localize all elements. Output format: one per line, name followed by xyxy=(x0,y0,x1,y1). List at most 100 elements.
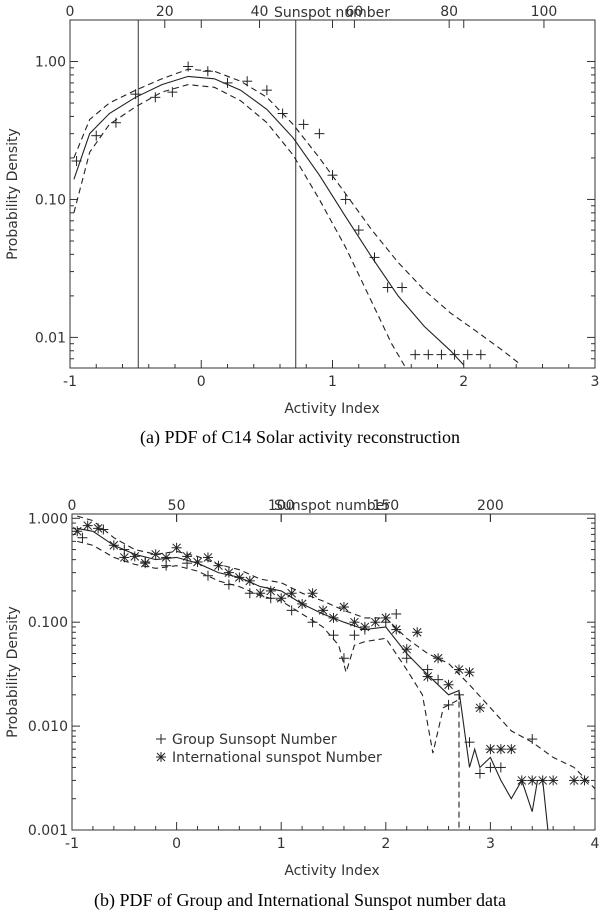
panel-a-toptick-label: 20 xyxy=(156,4,174,20)
panel-b-star-marker xyxy=(150,549,161,560)
panel-b-plus-marker xyxy=(286,605,297,616)
marker-d2 xyxy=(412,627,422,637)
panel-b-star-marker xyxy=(82,520,93,531)
panel-b-star-marker xyxy=(527,775,538,786)
panel-b-star-marker xyxy=(213,560,224,571)
panel-a-frame xyxy=(69,19,596,369)
panel-b-plus-marker xyxy=(349,630,360,641)
marker-d2 xyxy=(329,613,338,623)
panel-a-xlabel: Activity Index xyxy=(284,401,379,417)
panel-a-plus-marker xyxy=(314,128,325,139)
legend-marker-star xyxy=(156,752,166,762)
panel-b-xtick-label: 2 xyxy=(381,836,390,852)
panel-a-ticks: -1 0 1 2 3 0.01 0.10 1.00 0 20 40 60 80 100 xyxy=(35,4,600,390)
panel-b-star-marker xyxy=(359,621,370,632)
panel-b-toptick-label: 50 xyxy=(168,498,186,514)
panel-b-ytick-label: 0.100 xyxy=(28,615,68,631)
panel-b-line-upper xyxy=(77,515,595,790)
marker-d2 xyxy=(308,588,317,598)
panel-b-ytick-label: 0.001 xyxy=(28,823,68,839)
panel-b-plus-marker xyxy=(328,630,339,641)
panel-b-star-marker xyxy=(297,598,308,609)
panel-b-star-marker xyxy=(495,744,506,755)
panel-b-star-marker xyxy=(202,552,213,563)
panel-b-star-marker xyxy=(516,775,527,786)
panel-b-star-marker xyxy=(548,775,559,786)
panel-a-plus-marker xyxy=(277,108,288,119)
panel-b-plus-marker xyxy=(401,653,412,664)
panel-b-plus-marker xyxy=(338,653,349,664)
legend-star-d2 xyxy=(156,752,166,762)
marker-d2 xyxy=(83,521,93,530)
panel-a-xtick-label: 2 xyxy=(459,374,468,390)
marker-d2 xyxy=(182,552,192,561)
panel-b-xtick-label: 0 xyxy=(172,836,181,852)
panel-b-plus-marker xyxy=(454,689,465,700)
panel-b-ytick-label: 1.000 xyxy=(28,511,68,527)
panel-b-star-marker xyxy=(412,627,423,638)
panel-a-plus-marker xyxy=(382,282,393,293)
marker-d2 xyxy=(433,653,443,663)
panel-a-plus-marker xyxy=(202,66,213,77)
panel-b-toptick-label: 0 xyxy=(68,498,77,514)
panel-a-plus-marker xyxy=(261,85,272,96)
marker-d2 xyxy=(109,540,119,550)
panel-a-plus-marker xyxy=(327,170,338,181)
legend-group-sunspot: Group Sunsopt Number xyxy=(172,732,337,748)
panel-a-xtick-label: 0 xyxy=(197,374,206,390)
marker-d2 xyxy=(235,573,244,582)
marker-d2 xyxy=(161,553,171,562)
panel-b-star-marker xyxy=(286,588,297,599)
marker-d2 xyxy=(130,552,140,561)
marker-d2 xyxy=(255,588,265,598)
panel-a-plus-marker xyxy=(130,89,141,100)
panel-b-star-marker xyxy=(443,679,454,690)
panel-b-star-marker xyxy=(391,624,402,635)
marker-d2 xyxy=(339,602,349,612)
marker-d2 xyxy=(287,588,297,598)
panel-a-ytick-label: 0.01 xyxy=(35,330,66,346)
panel-a-toptick-label: 80 xyxy=(440,4,458,20)
panel-b-star-marker xyxy=(401,644,412,655)
marker-d2 xyxy=(548,776,558,785)
panel-b-star-marker xyxy=(454,664,465,675)
marker-d2 xyxy=(318,606,328,615)
marker-d2 xyxy=(276,593,286,603)
panel-a-ytick-label: 1.00 xyxy=(35,55,66,71)
panel-a-plus-marker xyxy=(167,87,178,98)
panel-b-plus-marker xyxy=(223,579,234,590)
panel-a-toptick-label: 60 xyxy=(346,4,364,20)
panel-b-xlabel: Activity Index xyxy=(284,863,379,879)
panel-b-plus-marker xyxy=(202,570,213,581)
panel-b-series xyxy=(72,515,595,830)
panel-a-toptick-label: 40 xyxy=(251,4,269,20)
panel-a-series xyxy=(71,61,520,367)
marker-d2 xyxy=(214,561,223,571)
panel-b-plus-marker xyxy=(307,617,318,628)
marker-d2 xyxy=(151,549,161,559)
panel-b-star-marker xyxy=(349,617,360,628)
panel-b-star-marker xyxy=(433,653,444,664)
panel-b-ylabel: Probability Density xyxy=(5,606,21,738)
panel-b-star-marker xyxy=(171,542,182,553)
panel-b-plus-marker xyxy=(244,588,255,599)
marker-d2 xyxy=(266,586,276,596)
marker-d2 xyxy=(454,665,464,674)
marker-d2 xyxy=(203,553,213,562)
panel-b-star-marker xyxy=(119,552,130,563)
panel-b-star-marker xyxy=(318,605,329,616)
panel-b-star-marker xyxy=(338,602,349,613)
marker-d2 xyxy=(350,617,359,627)
panel-a-plus-marker xyxy=(71,156,82,167)
panel-a-top-xlabel: Sunspot number xyxy=(274,5,390,21)
panel-a-plus-marker xyxy=(436,349,447,360)
panel-b-star-marker xyxy=(182,551,193,562)
panel-b-star-marker xyxy=(108,540,119,551)
marker-d2 xyxy=(245,576,255,586)
panel-b-top-xlabel: Sunspot number xyxy=(274,498,390,514)
legend-international-sunspot: International sunspot Number xyxy=(172,750,382,766)
marker-d2 xyxy=(391,625,401,634)
panel-b-star-marker xyxy=(485,744,496,755)
